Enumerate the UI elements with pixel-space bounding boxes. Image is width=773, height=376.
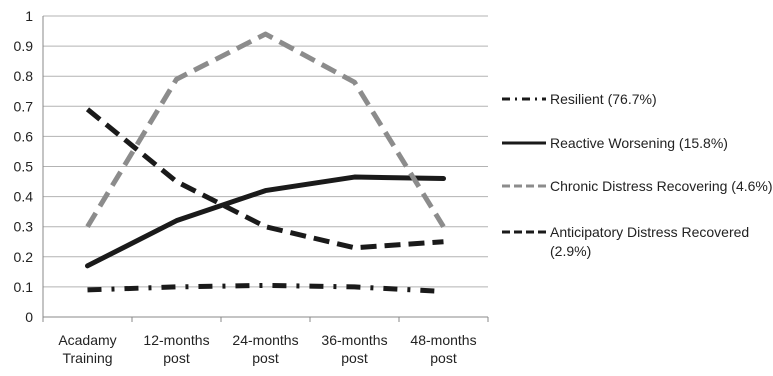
legend-label: (2.9%) <box>550 243 591 259</box>
x-tick-label: post <box>430 350 457 366</box>
y-tick-label: 0.6 <box>14 128 34 144</box>
series-line-1 <box>85 174 446 269</box>
series-line-2 <box>85 31 446 229</box>
x-tick-label: post <box>163 350 190 366</box>
x-tick-label: 24-months <box>232 332 298 348</box>
x-tick-label: 36-months <box>321 332 387 348</box>
x-axis: Acadamy Training 12-months post 24-months pos… <box>42 316 489 366</box>
y-tick-label: 0.4 <box>14 189 34 205</box>
y-tick-label: 0.1 <box>14 279 34 295</box>
y-tick-label: 0.7 <box>14 98 34 114</box>
y-axis: 0 0.1 0.2 0.3 0.4 0.5 0.6 0.7 0.8 0.9 1 <box>14 8 44 325</box>
y-tick-label: 0.8 <box>14 68 34 84</box>
grid-lines <box>43 15 488 318</box>
legend-label: Resilient (76.7%) <box>550 91 657 107</box>
y-tick-label: 0.3 <box>14 219 34 235</box>
series-lines <box>85 31 446 294</box>
x-tick-label: Training <box>62 350 112 366</box>
legend-label: Reactive Worsening (15.8%) <box>550 135 728 151</box>
x-tick-label: Acadamy <box>58 332 116 348</box>
y-tick-label: 1 <box>25 8 33 24</box>
x-tick-label: post <box>252 350 279 366</box>
y-tick-label: 0.2 <box>14 249 34 265</box>
x-tick-label: 12-months <box>143 332 209 348</box>
series-line-3 <box>85 107 444 251</box>
y-tick-label: 0.9 <box>14 38 34 54</box>
x-tick-label: 48-months <box>410 332 476 348</box>
x-tick-label: post <box>341 350 368 366</box>
legend: Resilient (76.7%) Reactive Worsening (15.… <box>502 91 773 259</box>
legend-label: Anticipatory Distress Recovered <box>550 224 749 240</box>
legend-label: Chronic Distress Recovering (4.6%) <box>550 178 773 194</box>
y-tick-label: 0.5 <box>14 159 34 175</box>
series-line-0 <box>87 282 444 294</box>
y-tick-label: 0 <box>25 309 33 325</box>
